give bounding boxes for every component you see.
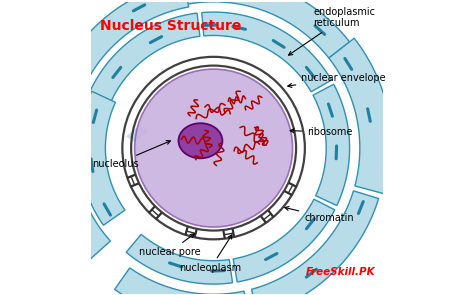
Polygon shape <box>251 191 379 295</box>
Polygon shape <box>52 0 189 104</box>
Text: Nucleus Structure: Nucleus Structure <box>100 19 241 33</box>
Text: FreeSkill.PK: FreeSkill.PK <box>306 267 375 277</box>
Polygon shape <box>313 84 350 206</box>
Circle shape <box>135 69 292 227</box>
Text: chromatin: chromatin <box>285 206 354 223</box>
Text: ribosome: ribosome <box>290 127 353 137</box>
Polygon shape <box>46 85 110 260</box>
Ellipse shape <box>179 123 222 158</box>
Polygon shape <box>233 199 335 282</box>
Polygon shape <box>202 12 331 92</box>
Polygon shape <box>79 91 125 225</box>
Text: endoplasmic
reticulum: endoplasmic reticulum <box>289 6 375 55</box>
Text: nuclear envelope: nuclear envelope <box>288 73 386 87</box>
Polygon shape <box>126 125 149 142</box>
Text: nucleolus: nucleolus <box>92 141 171 169</box>
Polygon shape <box>329 38 392 194</box>
Polygon shape <box>169 0 349 58</box>
Text: nuclear pore: nuclear pore <box>139 234 201 257</box>
Polygon shape <box>115 268 249 295</box>
Polygon shape <box>126 234 233 284</box>
Polygon shape <box>88 13 200 106</box>
Text: nucleoplasm: nucleoplasm <box>180 235 242 273</box>
